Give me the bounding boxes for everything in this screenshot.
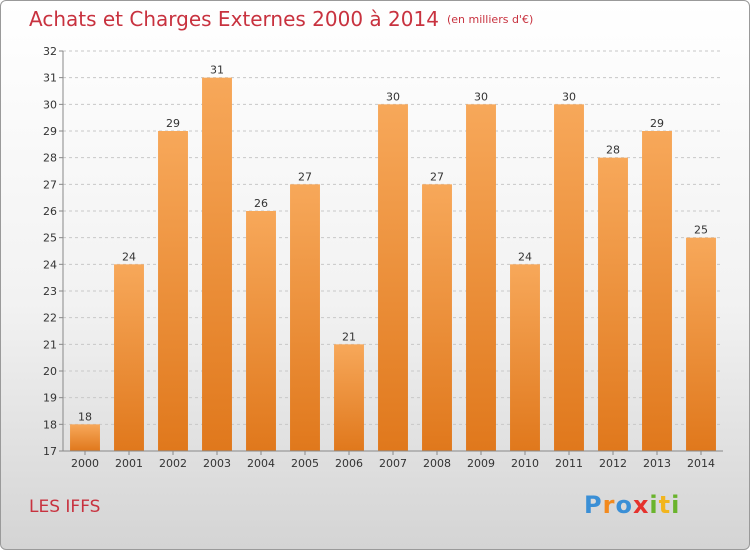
data-label-2007: 30 (386, 90, 400, 103)
y-tick-label: 21 (43, 338, 57, 351)
y-tick-label: 25 (43, 232, 57, 245)
y-tick-label: 24 (43, 258, 57, 271)
x-tick-label: 2011 (555, 457, 583, 470)
data-label-2003: 31 (210, 64, 224, 77)
bar-2003 (202, 77, 232, 452)
data-label-2014: 25 (694, 224, 708, 237)
data-label-2012: 28 (606, 144, 620, 157)
y-tick-label: 17 (43, 445, 57, 458)
chart-title-text: Achats et Charges Externes 2000 à 2014 (29, 7, 439, 31)
bar-2004 (246, 211, 276, 451)
y-tick-label: 18 (43, 418, 57, 431)
bar-2005 (290, 184, 320, 452)
y-tick-label: 32 (43, 45, 57, 58)
bar-2002 (158, 131, 188, 451)
bar-2012 (598, 157, 628, 451)
bar-2010 (510, 264, 540, 451)
bar-2001 (114, 264, 144, 451)
y-tick-label: 31 (43, 72, 57, 85)
data-label-2011: 30 (562, 90, 576, 103)
bar-2007 (378, 104, 408, 451)
y-tick-label: 22 (43, 312, 57, 325)
y-tick-label: 30 (43, 98, 57, 111)
data-label-2001: 24 (122, 250, 136, 263)
x-tick-label: 2009 (467, 457, 495, 470)
bar-2011 (554, 104, 584, 451)
data-label-2013: 29 (650, 117, 664, 130)
data-label-2002: 29 (166, 117, 180, 130)
chart-title: Achats et Charges Externes 2000 à 2014 (e… (29, 7, 533, 31)
data-label-2006: 21 (342, 330, 356, 343)
bar-2013 (642, 131, 672, 451)
x-tick-label: 2012 (599, 457, 627, 470)
bar-2006 (334, 344, 364, 451)
bar-2000 (70, 424, 100, 451)
y-tick-label: 27 (43, 178, 57, 191)
y-tick-label: 29 (43, 125, 57, 138)
x-tick-label: 2007 (379, 457, 407, 470)
x-tick-label: 2008 (423, 457, 451, 470)
data-label-2008: 27 (430, 170, 444, 183)
proxiti-logo: Proxiti (584, 491, 681, 519)
y-tick-label: 28 (43, 152, 57, 165)
x-tick-label: 2001 (115, 457, 143, 470)
chart-subtitle: (en milliers d'€) (446, 13, 534, 26)
y-tick-label: 19 (43, 392, 57, 405)
x-tick-label: 2004 (247, 457, 275, 470)
data-label-2010: 24 (518, 250, 532, 263)
x-tick-label: 2014 (687, 457, 715, 470)
y-tick-label: 26 (43, 205, 57, 218)
data-label-2005: 27 (298, 170, 312, 183)
x-tick-label: 2000 (71, 457, 99, 470)
x-tick-label: 2005 (291, 457, 319, 470)
bar-2009 (466, 104, 496, 451)
location-label: LES IFFS (29, 497, 101, 517)
bars: 18 24 29 31 26 27 21 30 27 30 24 30 28 29 25 (70, 64, 716, 452)
y-tick-label: 20 (43, 365, 57, 378)
data-label-2009: 30 (474, 90, 488, 103)
x-tick-label: 2006 (335, 457, 363, 470)
bar-2014 (686, 237, 716, 451)
x-tick-label: 2013 (643, 457, 671, 470)
bar-2008 (422, 184, 452, 452)
data-label-2000: 18 (78, 410, 92, 423)
axes: 17 18 19 20 21 22 23 24 25 26 27 28 29 30 31 32 2000 2001… (43, 45, 723, 470)
data-label-2004: 26 (254, 197, 268, 210)
x-tick-label: 2010 (511, 457, 539, 470)
x-tick-label: 2002 (159, 457, 187, 470)
x-tick-label: 2003 (203, 457, 231, 470)
y-tick-label: 23 (43, 285, 57, 298)
